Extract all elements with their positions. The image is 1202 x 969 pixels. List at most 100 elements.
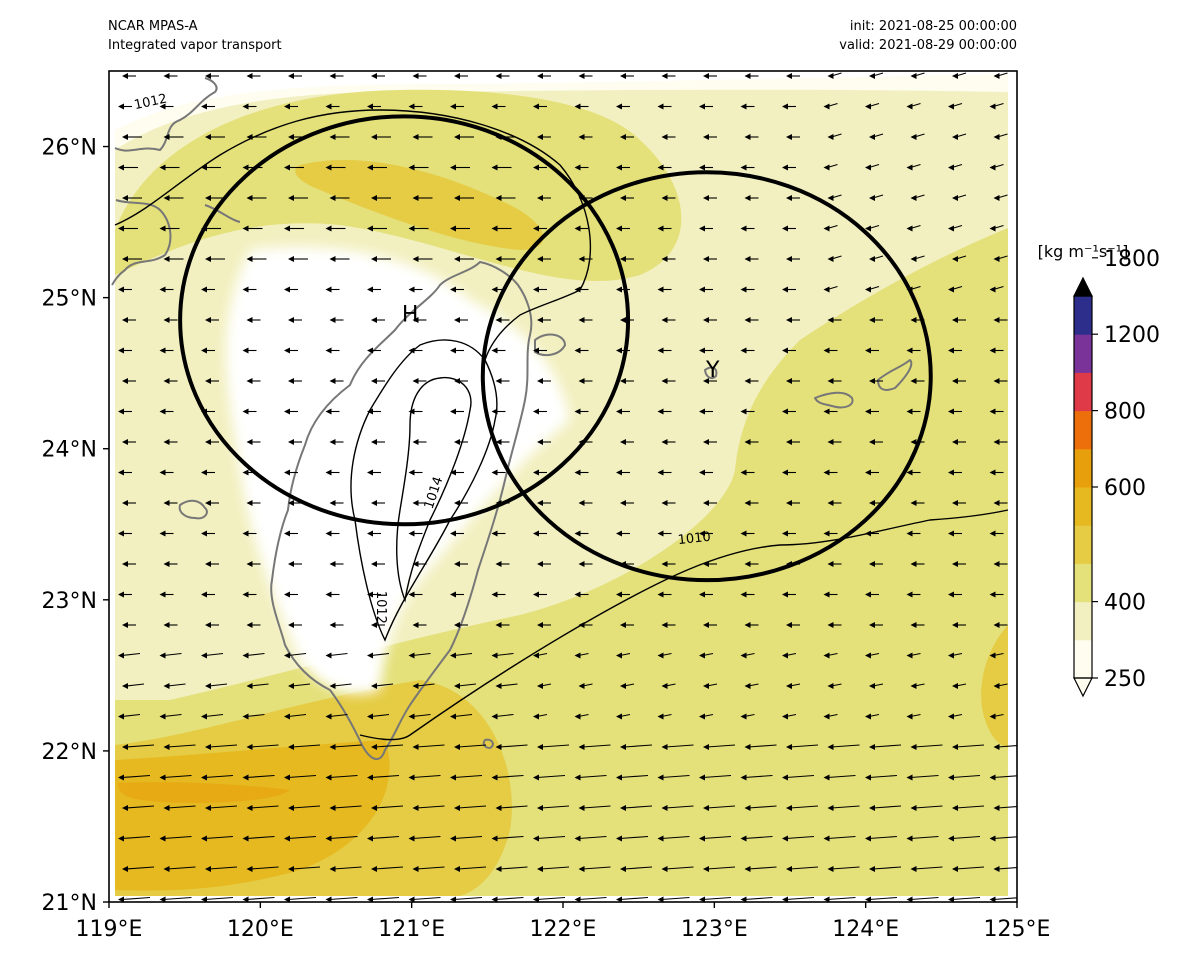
vector-arrowhead xyxy=(574,347,581,354)
vector-arrowhead xyxy=(288,378,294,384)
vector-arrowhead xyxy=(782,469,788,476)
y-tick-label: 26°N xyxy=(42,136,97,161)
vector-arrowhead xyxy=(325,591,332,598)
vector-arrowhead xyxy=(242,408,249,415)
vector-arrowhead xyxy=(533,408,539,415)
vector-arrowhead xyxy=(367,774,373,781)
vector-arrowhead xyxy=(740,652,747,659)
vector-arrow xyxy=(578,896,607,901)
vector-arrowhead xyxy=(574,713,581,720)
vector-arrowhead xyxy=(288,73,294,79)
vector-arrowhead xyxy=(159,896,166,902)
vector-arrowhead xyxy=(325,103,332,110)
header-right: init: 2021-08-25 00:00:00 valid: 2021-08… xyxy=(839,17,1017,55)
vector-arrowhead xyxy=(869,378,875,384)
vector-arrow xyxy=(329,774,358,779)
vector-arrow xyxy=(167,866,196,870)
vector-arrowhead xyxy=(823,286,830,293)
vector-arrow xyxy=(748,866,777,870)
colorbar-segment xyxy=(1074,448,1092,488)
vector-arrowhead xyxy=(284,774,290,781)
colorbar-tick-label: 250 xyxy=(1104,667,1146,692)
vector-arrowhead xyxy=(367,225,373,232)
vector-arrowhead xyxy=(786,195,792,201)
vector-arrowhead xyxy=(782,835,788,842)
vector-arrowhead xyxy=(533,164,539,171)
vector-arrowhead xyxy=(408,164,415,171)
vector-arrowhead xyxy=(118,530,124,537)
vector-arrowhead xyxy=(703,317,709,323)
vector-arrowhead xyxy=(159,530,166,537)
vector-arrowhead xyxy=(159,713,166,720)
vector-arrowhead xyxy=(163,683,170,689)
vector-arrow xyxy=(204,835,234,840)
vector-arrowhead xyxy=(246,866,253,872)
vector-arrow xyxy=(744,774,773,779)
vector-arrowhead xyxy=(865,286,871,293)
vector-arrow xyxy=(333,744,362,748)
vector-arrowhead xyxy=(325,469,332,476)
vector-arrowhead xyxy=(205,73,211,79)
vector-arrowhead xyxy=(823,347,830,354)
vector-arrowhead xyxy=(201,652,207,659)
vector-arrowhead xyxy=(122,378,128,384)
vector-arrowhead xyxy=(786,317,792,323)
vector-arrowhead xyxy=(533,469,539,476)
vector-arrowhead xyxy=(869,805,875,811)
vector-arrowhead xyxy=(491,103,498,110)
vector-arrow xyxy=(872,744,902,748)
vector-arrowhead xyxy=(491,225,498,232)
vector-arrow xyxy=(416,744,445,748)
colorbar-segment xyxy=(1074,639,1092,679)
vector-arrowhead xyxy=(163,744,170,750)
vector-arrowhead xyxy=(284,469,290,476)
vector-arrow xyxy=(163,774,192,779)
vector-arrowhead xyxy=(952,439,958,445)
vector-arrowhead xyxy=(533,652,539,659)
pressure-contours xyxy=(114,109,1009,741)
vector-arrowhead xyxy=(661,683,668,689)
vector-arrowhead xyxy=(367,530,373,537)
vector-arrow xyxy=(827,835,856,840)
vector-arrowhead xyxy=(699,469,705,476)
vector-arrowhead xyxy=(205,256,211,262)
vector-arrowhead xyxy=(288,744,294,750)
vector-arrowhead xyxy=(993,378,1000,384)
vector-arrow xyxy=(706,805,736,809)
vector-arrowhead xyxy=(454,439,460,445)
vector-arrow xyxy=(370,652,390,657)
header-left: NCAR MPAS-A Integrated vapor transport xyxy=(108,17,282,55)
vector-arrowhead xyxy=(823,591,830,598)
vector-arrowhead xyxy=(740,408,747,415)
vector-arrowhead xyxy=(450,225,456,232)
vector-arrowhead xyxy=(740,713,747,720)
vector-arrowhead xyxy=(412,683,419,689)
colorbar-segment xyxy=(1074,601,1092,641)
vector-arrowhead xyxy=(325,835,332,842)
vector-arrowhead xyxy=(827,744,834,750)
vector-arrowhead xyxy=(703,683,709,689)
vector-arrow xyxy=(125,805,155,809)
vector-arrowhead xyxy=(948,103,954,110)
vector-arrowhead xyxy=(450,774,456,781)
vector-arrowhead xyxy=(288,256,294,262)
vector-arrowhead xyxy=(910,683,917,689)
vector-arrow xyxy=(291,744,321,748)
vector-arrowhead xyxy=(329,622,336,628)
vector-arrowhead xyxy=(537,805,543,811)
vector-arrowhead xyxy=(246,805,253,811)
colorbar-extend-top xyxy=(1073,276,1093,297)
vector-arrowhead xyxy=(578,317,585,323)
vector-arrowhead xyxy=(578,500,585,506)
vector-arrowhead xyxy=(782,896,788,902)
vector-arrowhead xyxy=(616,896,622,902)
vector-arrow xyxy=(374,683,394,687)
vector-arrowhead xyxy=(246,744,253,750)
vector-arrowhead xyxy=(159,408,166,415)
vector-arrow xyxy=(578,774,607,779)
vector-arrow xyxy=(208,866,238,870)
vector-arrow xyxy=(416,866,445,870)
vector-arrowhead xyxy=(408,225,415,232)
vector-arrowhead xyxy=(620,683,626,689)
vector-arrow xyxy=(329,896,358,901)
